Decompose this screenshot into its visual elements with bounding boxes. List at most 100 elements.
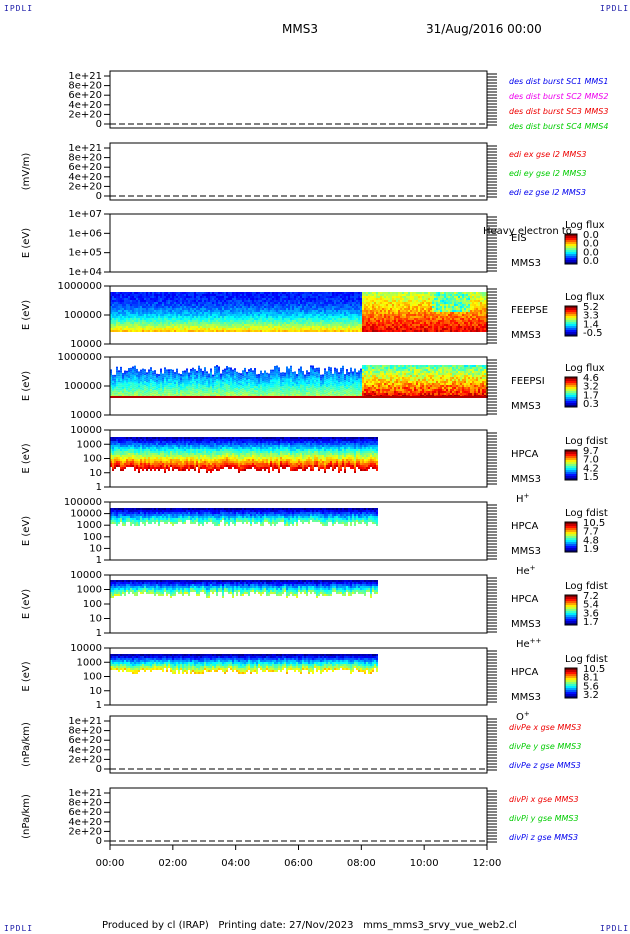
heatmap-cell xyxy=(288,330,290,332)
heatmap-cell xyxy=(390,320,392,322)
heatmap-cell xyxy=(162,298,164,300)
heatmap-cell xyxy=(216,330,218,332)
heatmap-cell xyxy=(122,394,124,397)
heatmap-cell xyxy=(110,308,112,310)
heatmap-cell xyxy=(126,314,128,316)
heatmap-cell xyxy=(460,300,462,302)
heatmap-cell xyxy=(402,300,404,302)
heatmap-cell xyxy=(150,326,152,328)
heatmap-cell xyxy=(196,314,198,316)
heatmap-cell xyxy=(360,300,362,302)
heatmap-cell xyxy=(178,322,180,324)
heatmap-cell xyxy=(420,314,422,316)
heatmap-cell xyxy=(110,377,112,380)
heatmap-cell xyxy=(206,330,208,332)
heatmap-cell xyxy=(118,324,120,326)
heatmap-cell xyxy=(402,324,404,326)
heatmap-cell xyxy=(250,388,252,391)
heatmap-cell xyxy=(452,330,454,332)
heatmap-cell xyxy=(474,320,476,322)
heatmap-cell xyxy=(386,312,388,314)
heatmap-cell xyxy=(202,312,204,314)
heatmap-cell xyxy=(472,300,474,302)
heatmap-cell xyxy=(194,385,196,388)
heatmap-cell xyxy=(256,328,258,330)
heatmap-cell xyxy=(322,302,324,304)
heatmap-cell xyxy=(428,306,430,308)
heatmap-cell xyxy=(136,328,138,330)
heatmap-cell xyxy=(268,298,270,300)
heatmap-cell xyxy=(168,383,170,386)
heatmap-cell xyxy=(200,388,202,391)
heatmap-cell xyxy=(182,304,184,306)
heatmap-cell xyxy=(480,316,482,318)
heatmap-cell xyxy=(288,312,290,314)
heatmap-cell xyxy=(174,378,176,381)
heatmap-cell xyxy=(472,296,474,298)
heatmap-cell xyxy=(388,298,390,300)
heatmap-cell xyxy=(170,308,172,310)
heatmap-cell xyxy=(158,298,160,300)
heatmap-cell xyxy=(138,373,140,376)
heatmap-cell xyxy=(402,302,404,304)
heatmap-cell xyxy=(412,318,414,320)
heatmap-cell xyxy=(176,296,178,298)
heatmap-cell xyxy=(394,322,396,324)
heatmap-cell xyxy=(122,292,124,294)
heatmap-cell xyxy=(114,386,116,389)
heatmap-cell xyxy=(214,378,216,381)
heatmap-cell xyxy=(142,390,144,393)
heatmap-cell xyxy=(190,294,192,296)
heatmap-cell xyxy=(244,302,246,304)
y-tick-label: 2e+20 xyxy=(68,109,102,120)
heatmap-cell xyxy=(130,389,132,392)
heatmap-cell xyxy=(110,328,112,330)
heatmap-cell xyxy=(478,310,480,312)
heatmap-cell xyxy=(136,396,138,398)
heatmap-cell xyxy=(336,312,338,314)
heatmap-cell xyxy=(454,316,456,318)
heatmap-cell xyxy=(150,294,152,296)
heatmap-cell xyxy=(428,292,430,294)
heatmap-cell xyxy=(224,378,226,381)
heatmap-cell xyxy=(418,320,420,322)
heatmap-cell xyxy=(288,308,290,310)
heatmap-cell xyxy=(188,394,190,397)
heatmap-cell xyxy=(422,328,424,330)
heatmap-cell xyxy=(142,384,144,387)
heatmap-cell xyxy=(118,298,120,300)
heatmap-cell xyxy=(452,308,454,310)
heatmap-cell xyxy=(122,372,124,375)
heatmap-cell xyxy=(324,320,326,322)
heatmap-cell xyxy=(484,298,486,300)
heatmap-cell xyxy=(188,392,190,395)
heatmap-cell xyxy=(316,292,318,294)
heatmap-cell xyxy=(416,302,418,304)
heatmap-cell xyxy=(160,382,162,385)
heatmap-cell xyxy=(384,306,386,308)
heatmap-cell xyxy=(124,390,126,393)
heatmap-cell xyxy=(148,328,150,330)
heatmap-cell xyxy=(462,292,464,294)
heatmap-cell xyxy=(134,385,136,388)
heatmap-cell xyxy=(122,374,124,377)
heatmap-cell xyxy=(168,294,170,296)
heatmap-cell xyxy=(320,322,322,324)
heatmap-cell xyxy=(298,312,300,314)
heatmap-cell xyxy=(482,298,484,300)
heatmap-cell xyxy=(450,292,452,294)
heatmap-cell xyxy=(304,300,306,302)
heatmap-cell xyxy=(140,306,142,308)
heatmap-cell xyxy=(474,328,476,330)
heatmap-cell xyxy=(168,314,170,316)
heatmap-cell xyxy=(182,380,184,383)
heatmap-cell xyxy=(308,312,310,314)
heatmap-cell xyxy=(290,326,292,328)
heatmap-cell xyxy=(280,324,282,326)
heatmap-cell xyxy=(198,296,200,298)
heatmap-cell xyxy=(248,304,250,306)
heatmap-cell xyxy=(338,296,340,298)
heatmap-cell xyxy=(386,318,388,320)
heatmap-cell xyxy=(436,314,438,316)
heatmap-cell xyxy=(172,318,174,320)
